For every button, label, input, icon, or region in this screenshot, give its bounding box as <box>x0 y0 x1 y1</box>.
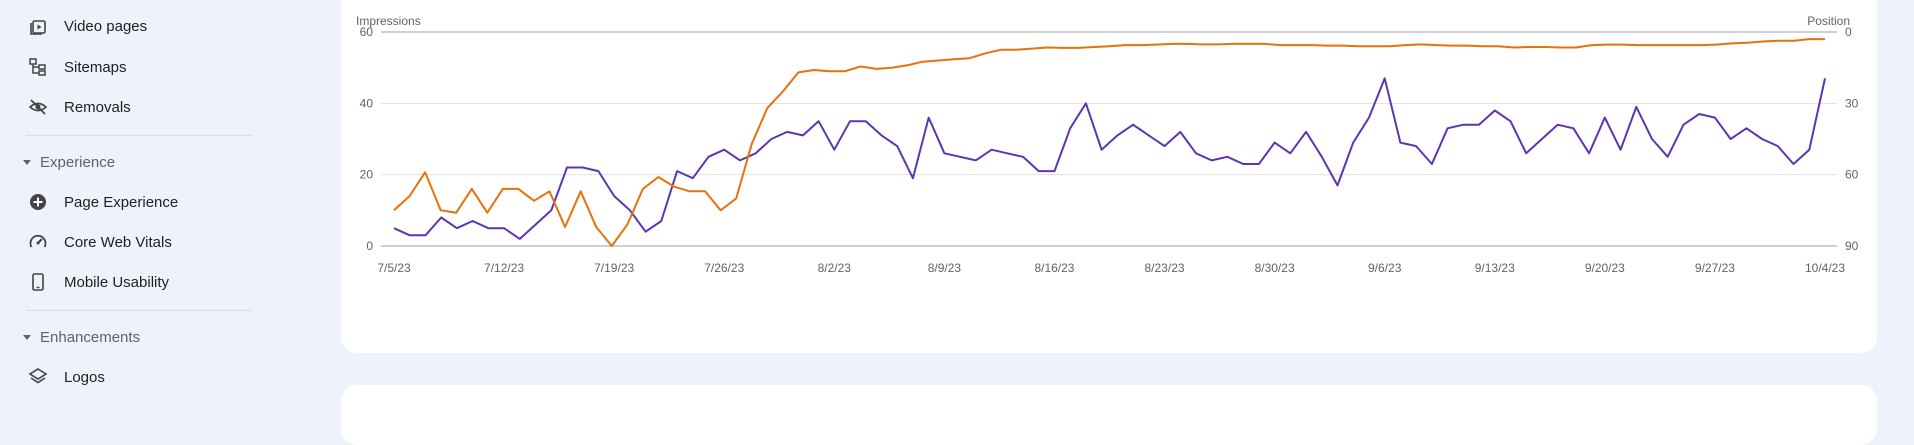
video-pages-icon <box>26 14 50 38</box>
sitemap-icon <box>26 55 50 79</box>
series-lines <box>393 38 1826 247</box>
left-axis-label: Impressions <box>356 14 421 28</box>
left-tick-label: 0 <box>366 239 373 253</box>
sidebar-item-video-pages[interactable]: Video pages <box>0 6 250 46</box>
position-line <box>393 38 1825 247</box>
sidebar-divider <box>26 135 252 136</box>
right-axis-label: Position <box>1807 14 1850 28</box>
left-tick-label: 40 <box>360 96 374 110</box>
eye-off-icon <box>26 95 50 119</box>
sidebar-item-label: Page Experience <box>64 193 179 211</box>
x-tick-label: 9/27/23 <box>1695 261 1735 275</box>
x-tick-label: 8/2/23 <box>818 261 852 275</box>
x-tick-label: 9/6/23 <box>1368 261 1402 275</box>
x-tick-label: 8/30/23 <box>1255 261 1295 275</box>
sidebar-item-sitemaps[interactable]: Sitemaps <box>0 47 250 87</box>
left-axis-ticks: 60 40 20 0 <box>360 25 374 253</box>
phone-icon <box>26 270 50 294</box>
caret-down-icon <box>22 332 32 342</box>
plus-circle-icon <box>26 190 50 214</box>
sidebar-divider <box>26 310 252 311</box>
sidebar-item-label: Removals <box>64 98 131 116</box>
section-enhancements[interactable]: Enhancements <box>0 319 250 355</box>
sidebar-item-core-web-vitals[interactable]: Core Web Vitals <box>0 222 250 262</box>
page-scrollbar[interactable] <box>1896 0 1914 401</box>
sidebar-item-label: Mobile Usability <box>64 273 170 291</box>
right-axis-ticks: 0 30 60 90 <box>1845 25 1859 253</box>
sidebar-item-logos[interactable]: Logos <box>0 357 250 397</box>
right-tick-label: 60 <box>1845 168 1859 182</box>
x-tick-label: 10/4/23 <box>1805 261 1845 275</box>
left-tick-label: 20 <box>360 168 374 182</box>
x-tick-label: 9/13/23 <box>1475 261 1515 275</box>
x-axis-ticks: 7/5/23 7/12/23 7/19/23 7/26/23 8/2/23 8/9/23 8… <box>377 261 1845 275</box>
sidebar-item-label: Sitemaps <box>64 58 127 76</box>
x-tick-label: 7/19/23 <box>594 261 634 275</box>
right-tick-label: 90 <box>1845 239 1859 253</box>
sidebar: Video pages Sitemaps Removals Experience… <box>0 0 255 401</box>
layers-icon <box>26 365 50 389</box>
right-tick-label: 0 <box>1845 25 1852 39</box>
performance-chart-card: Impressions Position 60 40 20 0 0 30 60 90 7/5… <box>341 0 1877 353</box>
right-tick-label: 30 <box>1845 96 1859 110</box>
section-title: Experience <box>40 153 116 171</box>
performance-chart[interactable]: Impressions Position 60 40 20 0 0 30 60 90 7/5… <box>341 0 1877 353</box>
x-tick-label: 7/26/23 <box>704 261 744 275</box>
x-tick-label: 8/16/23 <box>1034 261 1074 275</box>
secondary-card <box>341 385 1877 445</box>
sidebar-item-label: Core Web Vitals <box>64 233 172 251</box>
sidebar-item-removals[interactable]: Removals <box>0 87 250 127</box>
x-tick-label: 8/23/23 <box>1145 261 1185 275</box>
section-experience[interactable]: Experience <box>0 144 250 180</box>
sidebar-item-label: Logos <box>64 368 105 386</box>
gridlines <box>381 31 1837 247</box>
section-title: Enhancements <box>40 328 141 346</box>
x-tick-label: 7/5/23 <box>377 261 411 275</box>
x-tick-label: 7/12/23 <box>484 261 524 275</box>
sidebar-item-page-experience[interactable]: Page Experience <box>0 182 250 222</box>
sidebar-item-mobile-usability[interactable]: Mobile Usability <box>0 262 250 302</box>
speedometer-icon <box>26 230 50 254</box>
left-tick-label: 60 <box>360 25 374 39</box>
x-tick-label: 8/9/23 <box>928 261 962 275</box>
caret-down-icon <box>22 157 32 167</box>
impressions-line <box>393 77 1826 240</box>
sidebar-item-label: Video pages <box>64 17 148 35</box>
x-tick-label: 9/20/23 <box>1585 261 1625 275</box>
